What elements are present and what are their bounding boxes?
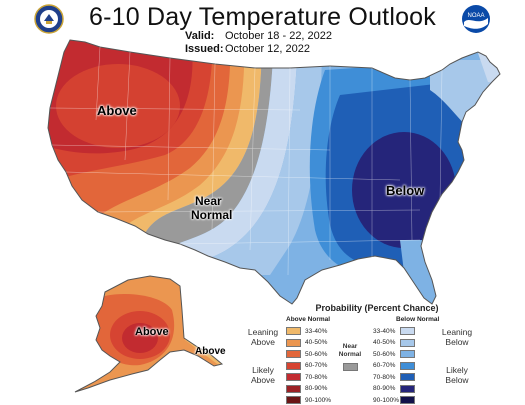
legend-swatch-above-3 (286, 350, 301, 358)
legend-below-header: Below Normal (396, 316, 440, 323)
leaning-above-label: Leaning Above (247, 327, 279, 347)
legend-swatch-below-2 (400, 338, 415, 347)
noaa-logo-icon: NOAA (461, 4, 491, 39)
valid-dates: October 18 - 22, 2022 (225, 30, 333, 42)
legend-swatch-above-5 (286, 373, 301, 381)
region-label-above-alaska-south: Above (195, 346, 226, 357)
region-label-above-west: Above (97, 103, 137, 118)
region-label-above-alaska: Above (135, 326, 169, 338)
legend-swatch-below-1 (400, 327, 415, 335)
legend-range-above-4: 60-70% (305, 362, 328, 369)
region-label-near-normal: Near Normal (191, 194, 233, 222)
legend-range-below-4: 60-70% (373, 362, 396, 369)
leaning-below-label: Leaning Below (441, 327, 473, 347)
region-label-below-east: Below (386, 183, 425, 198)
legend-swatch-above-4 (286, 361, 301, 370)
issued-label: Issued: (185, 43, 224, 55)
legend-range-below-5: 70-80% (373, 373, 396, 381)
valid-label: Valid: (185, 30, 215, 42)
legend: Probability (Percent Chance) Above Norma… (248, 303, 472, 404)
legend-swatch-above-1 (286, 327, 301, 335)
legend-swatch-above-2 (286, 338, 301, 347)
noaa-text: NOAA (467, 13, 484, 19)
legend-range-above-2: 40-50% (305, 339, 328, 346)
doc-seal-icon (34, 4, 64, 39)
legend-swatch-below-7 (400, 396, 415, 404)
page-title: 6-10 Day Temperature Outlook (89, 3, 436, 31)
likely-above-label: Likely Above (250, 365, 276, 385)
legend-range-below-6: 80-90% (373, 385, 396, 392)
date-info: Valid: October 18 - 22, 2022 Issued:Octob… (185, 30, 332, 56)
legend-range-below-3: 50-60% (373, 350, 396, 358)
legend-swatch-below-6 (400, 384, 415, 393)
legend-swatch-below-5 (400, 373, 415, 381)
legend-swatch-below-3 (400, 350, 415, 358)
legend-range-below-1: 33-40% (373, 327, 396, 335)
likely-below-label: Likely Below (445, 365, 469, 385)
legend-swatch-below-4 (400, 361, 415, 370)
issued-date: October 12, 2022 (225, 43, 311, 55)
legend-range-above-3: 50-60% (305, 350, 328, 358)
legend-above-header: Above Normal (286, 316, 331, 323)
legend-range-below-7: 90-100% (373, 396, 400, 404)
legend-range-above-5: 70-80% (305, 373, 328, 381)
legend-swatch-near-normal (343, 363, 358, 371)
legend-range-above-6: 80-90% (305, 385, 328, 392)
legend-range-above-1: 33-40% (305, 327, 328, 335)
legend-range-above-7: 90-100% (305, 396, 332, 404)
near-normal-label: Near Normal (338, 343, 362, 358)
legend-swatch-above-6 (286, 384, 301, 393)
legend-title: Probability (Percent Chance) (315, 303, 439, 313)
legend-range-below-2: 40-50% (373, 339, 396, 346)
legend-swatch-above-7 (286, 396, 301, 404)
